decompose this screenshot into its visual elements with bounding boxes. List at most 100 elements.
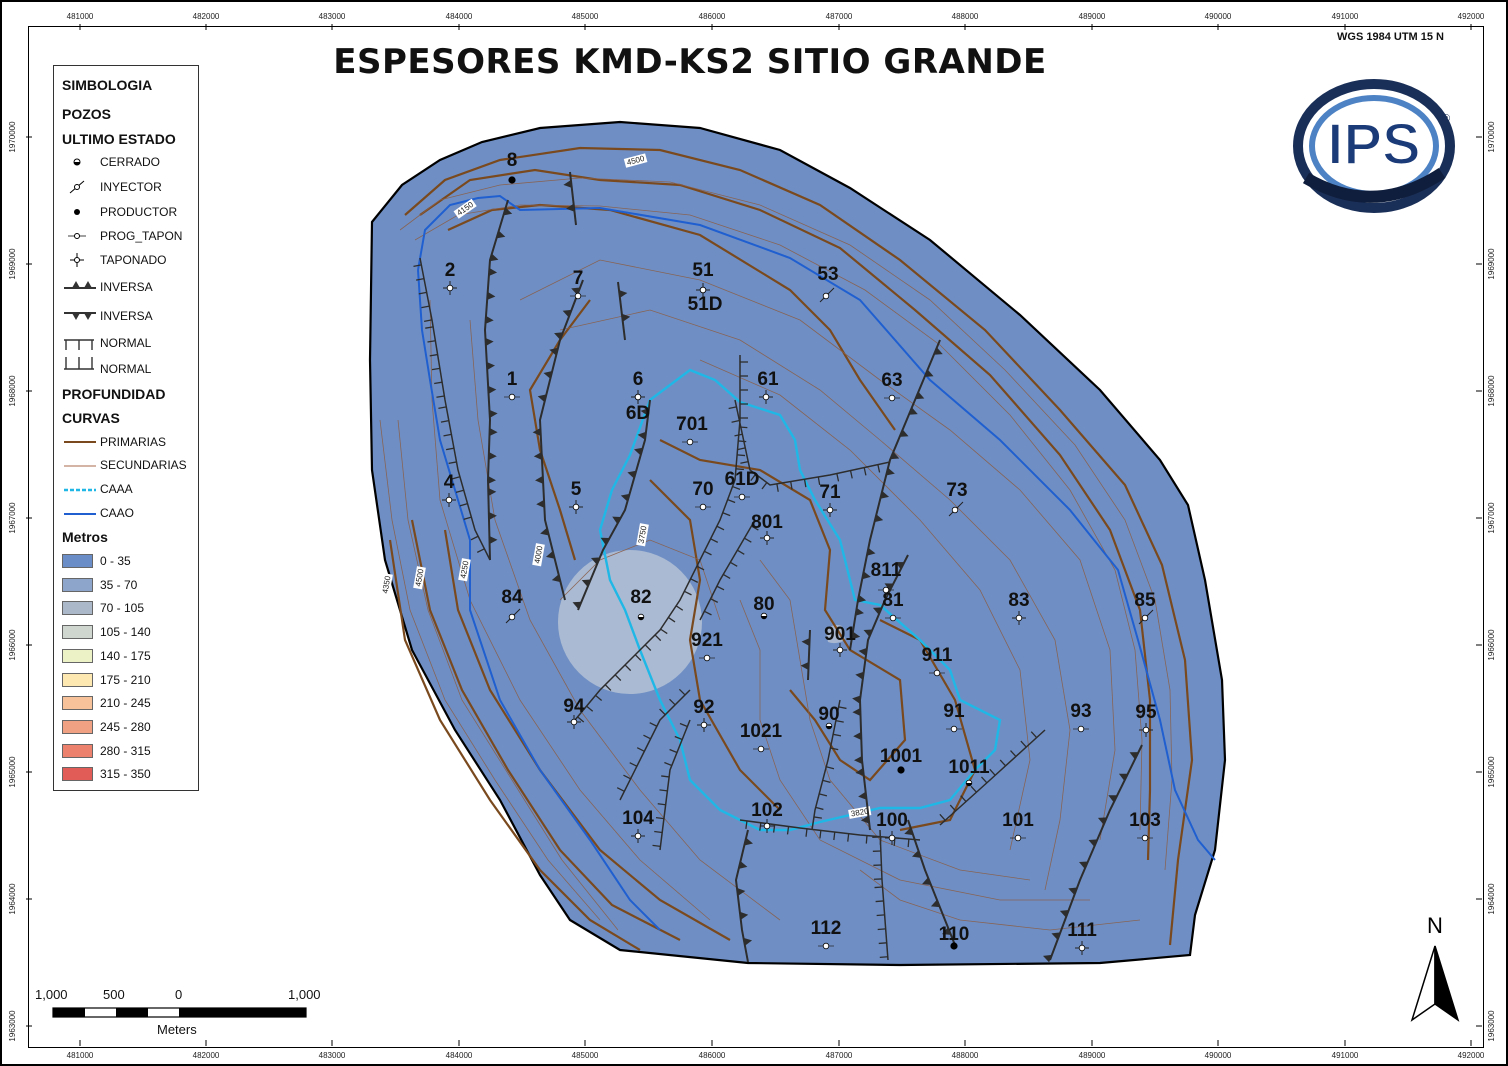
well-marker[interactable]: [1137, 834, 1153, 842]
well-marker[interactable]: [699, 654, 715, 662]
well-marker[interactable]: [818, 942, 834, 950]
fault-tick: [443, 433, 452, 437]
fault-barb: [640, 407, 650, 416]
fault-barb: [933, 347, 943, 355]
fault-tick: [434, 381, 443, 385]
normal-fault: [419, 257, 491, 561]
well-marker[interactable]: [569, 500, 583, 514]
legend-item-primarias: PRIMARIAS: [100, 435, 167, 449]
well-marker[interactable]: [1138, 609, 1154, 625]
well-marker[interactable]: [570, 292, 586, 300]
fault-barb: [621, 313, 631, 322]
easting-label: 484000: [446, 12, 473, 21]
well-marker[interactable]: [929, 669, 945, 677]
well-label: 901: [824, 624, 856, 645]
well-marker[interactable]: [760, 531, 774, 545]
primary-contour: [649, 479, 781, 811]
well-marker[interactable]: [504, 393, 520, 401]
well-marker[interactable]: [760, 612, 768, 620]
fault-barb: [912, 850, 921, 858]
well-marker[interactable]: [508, 176, 516, 184]
well-marker[interactable]: [950, 942, 958, 950]
fault-tick: [470, 535, 479, 541]
well-marker[interactable]: [567, 715, 581, 729]
fault-tick: [623, 774, 631, 780]
fault-tick: [833, 733, 842, 737]
legend-class-swatch: [62, 672, 93, 687]
well-marker[interactable]: [819, 287, 835, 303]
well-marker[interactable]: [825, 722, 833, 730]
fault-tick: [654, 634, 662, 642]
well-marker[interactable]: [759, 390, 773, 404]
well-marker[interactable]: [897, 766, 905, 774]
well-marker[interactable]: [442, 493, 456, 507]
well-marker[interactable]: [697, 718, 711, 732]
northing-label: 1970000: [1487, 121, 1496, 153]
well-label: 90: [818, 704, 839, 725]
well-marker[interactable]: [631, 829, 645, 843]
well-marker[interactable]: [1010, 834, 1026, 842]
well-marker[interactable]: [884, 394, 900, 402]
contour-label: 3750: [637, 525, 649, 545]
fault-tick: [652, 844, 661, 848]
well-marker[interactable]: [443, 281, 457, 295]
well-marker[interactable]: [965, 779, 973, 787]
well-marker[interactable]: [1073, 725, 1089, 733]
well-marker[interactable]: [1012, 611, 1026, 625]
well-marker[interactable]: [1075, 941, 1089, 955]
well-marker[interactable]: [878, 586, 894, 594]
fault-tick: [654, 830, 663, 834]
well-marker[interactable]: [833, 643, 847, 657]
well-marker[interactable]: [505, 608, 521, 624]
fault-tick: [833, 831, 836, 841]
well-marker[interactable]: [695, 503, 711, 511]
well-label: 4: [444, 472, 455, 493]
easting-label: 481000: [67, 12, 94, 21]
well-label: 8: [507, 150, 518, 171]
secondary-contours: [379, 177, 1173, 931]
well-marker[interactable]: [696, 283, 710, 297]
well-label: 1001: [880, 746, 923, 767]
well-label: 111: [1067, 920, 1097, 941]
well-label: 811: [871, 560, 902, 581]
legend-item-cerrado: CERRADO: [100, 155, 161, 169]
legend-class-swatch: [62, 554, 93, 568]
northing-label: 1965000: [1487, 756, 1496, 788]
well-marker[interactable]: [948, 501, 964, 517]
well-marker[interactable]: [1139, 723, 1153, 737]
northing-label: 1964000: [1487, 883, 1496, 915]
fault-barb: [872, 607, 882, 615]
legend-curves-heading: CURVAS: [62, 410, 120, 426]
well-label: 1: [507, 369, 518, 390]
fault-barb: [488, 267, 498, 276]
crs-label: WGS 1984 UTM 15 N: [1337, 31, 1444, 43]
well-marker[interactable]: [631, 390, 645, 404]
well-marker[interactable]: [760, 819, 774, 833]
well-label: 104: [622, 808, 654, 829]
fault-tick: [879, 956, 888, 959]
fault-tick: [690, 578, 699, 583]
well-marker[interactable]: [753, 745, 769, 753]
well-marker[interactable]: [637, 613, 645, 621]
fault-tick: [875, 900, 884, 903]
fault-tick: [819, 793, 828, 797]
fault-tick: [595, 694, 603, 701]
legend-item-secundarias: SECUNDARIAS: [100, 458, 187, 472]
well-marker[interactable]: [885, 614, 901, 622]
fault-tick: [722, 512, 731, 517]
well-marker[interactable]: [946, 725, 962, 733]
fault-tick: [1030, 731, 1038, 739]
well-marker[interactable]: [682, 438, 698, 446]
fault-tick: [696, 565, 705, 571]
easting-label: 491000: [1332, 1051, 1359, 1060]
fault-barb: [854, 755, 863, 764]
well-marker[interactable]: [823, 503, 837, 517]
well-marker[interactable]: [885, 831, 899, 845]
northing-label: 1963000: [1487, 1010, 1496, 1042]
fault-barb: [562, 309, 572, 318]
contour-label: 3820: [850, 806, 870, 818]
well-marker[interactable]: [734, 493, 750, 501]
legend-item-inversa-1: INVERSA: [100, 280, 153, 294]
secondary-contour: [414, 204, 1143, 831]
